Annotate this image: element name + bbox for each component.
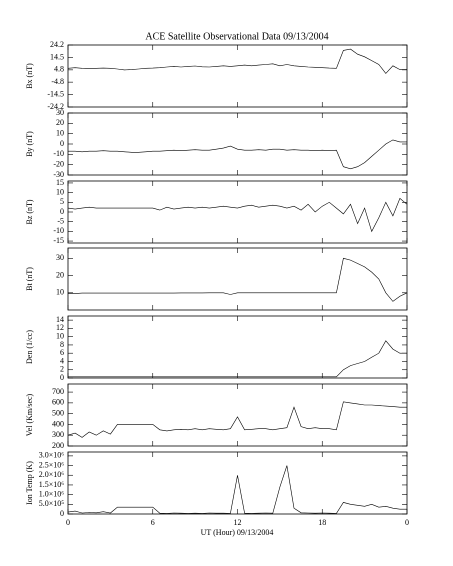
y-axis-label: Bt (nT) [25,267,34,291]
y-tick-label: 3.0×10⁶ [39,451,65,460]
y-tick-label: 10 [56,331,64,340]
data-line [68,139,407,170]
y-axis-label: By (nT) [25,131,34,157]
y-tick-label: 15 [56,178,64,187]
y-tick-label: 0 [60,139,64,148]
x-tick-label: 6 [151,518,155,527]
y-axis-label: Den (1/cc) [25,330,34,364]
y-tick-label: 1.0×10⁶ [39,489,65,498]
y-tick-label: 5 [60,197,64,206]
y-tick-label: 400 [52,419,64,428]
data-line [67,401,407,438]
y-tick-label: 14 [56,315,64,324]
y-tick-label: 20 [56,270,64,279]
y-tick-label: 24.2 [50,40,64,49]
y-tick-label: 14.5 [50,52,64,61]
y-tick-label: 8 [60,340,64,349]
y-axis-label: Bx (nT) [25,63,34,89]
y-tick-label: 300 [52,430,64,439]
y-tick-label: 30 [56,108,64,117]
y-axis-label: Vel (Km/sec) [25,393,34,436]
y-tick-label: 600 [52,398,64,407]
y-tick-label: -14.5 [47,89,64,98]
x-tick-label: 12 [234,518,242,527]
y-tick-label: -10 [53,149,64,158]
y-tick-label: -10 [53,226,64,235]
y-tick-label: -4.8 [51,77,64,86]
y-tick-label: -5 [57,217,64,226]
data-line [68,257,408,302]
y-tick-label: -15 [53,236,64,245]
y-tick-label: 1.5×10⁶ [39,480,65,489]
y-tick-label: 5.0×10⁵ [39,499,65,508]
y-tick-label: 500 [52,408,64,417]
y-tick-label: 4.8 [54,65,64,74]
y-tick-label: 12 [56,323,64,332]
chart-title: ACE Satellite Observational Data 09/13/2… [145,31,328,42]
y-tick-label: 10 [56,187,64,196]
y-axis-label: Ion Temp (K) [25,461,34,505]
y-tick-label: -24.2 [47,102,64,111]
data-line [67,465,407,514]
y-tick-label: -20 [53,159,64,168]
y-tick-label: 10 [56,288,64,297]
y-tick-label: 0 [60,373,64,382]
y-tick-label: 0 [60,207,64,216]
x-tick-label: 0 [405,518,409,527]
y-tick-label: 200 [52,441,64,450]
y-tick-label: 4 [60,356,64,365]
y-tick-label: 10 [56,128,64,137]
y-tick-label: -30 [53,170,64,179]
y-tick-label: 6 [60,348,64,357]
x-tick-label: 18 [318,518,326,527]
data-line [68,340,407,378]
data-line [67,48,407,74]
x-axis-label: UT (Hour) 09/13/2004 [201,528,274,537]
y-tick-label: 700 [52,387,64,396]
y-tick-label: 2.0×10⁶ [39,470,65,479]
y-tick-label: 30 [56,253,64,262]
y-tick-label: 2 [60,365,64,374]
y-axis-label: Bz (nT) [25,199,34,224]
y-tick-label: 2.5×10⁶ [39,460,65,469]
y-tick-label: 20 [56,118,64,127]
y-tick-label: 0 [60,509,64,518]
x-tick-label: 0 [66,518,70,527]
data-line [67,197,408,233]
